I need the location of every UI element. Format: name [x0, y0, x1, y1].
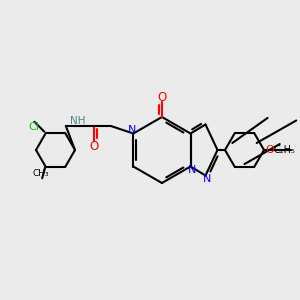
Text: O: O	[265, 145, 274, 155]
Text: CH₃: CH₃	[32, 169, 49, 178]
Text: C₂H₅: C₂H₅	[274, 145, 295, 155]
Text: Cl: Cl	[28, 122, 39, 131]
Text: N: N	[188, 165, 196, 175]
Text: O: O	[157, 91, 167, 104]
Text: N: N	[203, 174, 211, 184]
Text: N: N	[128, 125, 136, 135]
Text: NH: NH	[70, 116, 85, 126]
Text: O: O	[89, 140, 98, 153]
